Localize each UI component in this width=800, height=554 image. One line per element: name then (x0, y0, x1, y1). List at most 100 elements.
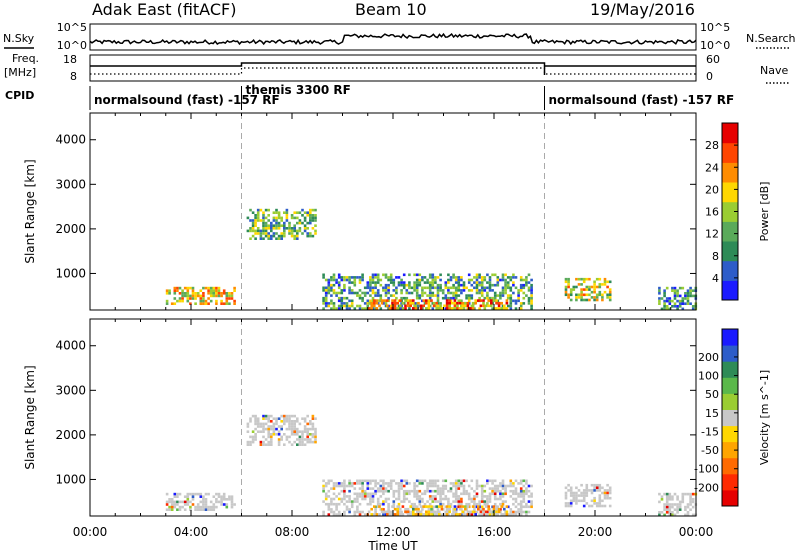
echo-cell (462, 479, 466, 483)
echo-cell (509, 299, 513, 303)
echo-cell (449, 489, 453, 493)
echo-cell (415, 283, 419, 287)
echo-cell (479, 510, 483, 514)
echo-cell (689, 503, 692, 506)
echo-cell (296, 433, 299, 436)
echo-cell (530, 299, 533, 303)
echo-cell (460, 513, 463, 516)
echo-cell (285, 435, 289, 439)
echo-cell (303, 425, 307, 428)
echo-cell (388, 513, 392, 516)
echo-cell (311, 219, 315, 222)
echo-cell (293, 433, 296, 436)
echo-cell (527, 489, 531, 493)
echo-cell (324, 291, 328, 295)
echo-cell (215, 302, 218, 305)
echo-cell (452, 508, 455, 511)
echo-cell (488, 281, 492, 284)
echo-cell (478, 273, 481, 277)
echo-cell (196, 508, 200, 511)
echo-cell (436, 479, 440, 483)
echo-cell (470, 283, 474, 287)
freq-tick-top: 18 (63, 53, 77, 66)
echo-cell (658, 292, 661, 295)
echo-cell (251, 219, 255, 222)
echo-cell (345, 505, 349, 509)
echo-cell (530, 283, 533, 287)
echo-cell (178, 500, 182, 504)
echo-cell (207, 505, 210, 509)
echo-cell (499, 484, 502, 488)
echo-cell (497, 304, 501, 308)
echo-cell (393, 507, 397, 511)
echo-cell (204, 500, 208, 504)
echo-cell (209, 294, 213, 298)
echo-cell (348, 289, 351, 292)
echo-cell (285, 214, 289, 217)
echo-cell (371, 492, 375, 496)
y-tick-label: 1000 (55, 266, 86, 280)
echo-cell (189, 294, 192, 298)
echo-cell (202, 505, 205, 509)
echo-cell (470, 513, 474, 516)
echo-cell (322, 296, 325, 300)
colorbar-swatch (722, 377, 738, 394)
echo-cell (406, 507, 410, 511)
echo-cell (689, 289, 692, 292)
echo-cell (183, 286, 187, 290)
echo-cell (663, 294, 666, 298)
echo-cell (477, 299, 480, 302)
echo-cell (505, 505, 509, 508)
echo-cell (369, 502, 372, 506)
echo-cell (466, 513, 470, 516)
echo-cell (270, 229, 273, 233)
nave-label: Nave (760, 64, 788, 77)
echo-cell (335, 278, 338, 282)
echo-cell (676, 305, 679, 308)
echo-cell (275, 219, 278, 222)
echo-cell (585, 277, 589, 281)
echo-cell (436, 484, 440, 488)
echo-cell (590, 499, 594, 503)
echo-cell (527, 484, 531, 488)
echo-cell (595, 483, 599, 487)
echo-cell (671, 495, 674, 498)
echo-cell (441, 487, 445, 490)
echo-cell (413, 286, 416, 290)
echo-cell (392, 495, 396, 498)
echo-cell (480, 500, 484, 503)
echo-cell (572, 491, 576, 495)
echo-cell (233, 289, 236, 292)
echo-cell (384, 289, 388, 292)
echo-cell (496, 487, 500, 490)
echo-cell (488, 278, 492, 282)
echo-cell (478, 307, 481, 310)
echo-cell (569, 288, 573, 291)
echo-cell (378, 299, 381, 302)
echo-cell (522, 489, 526, 493)
echo-cell (569, 489, 573, 492)
echo-cell (606, 285, 609, 289)
echo-cell (277, 430, 281, 433)
echo-cell (439, 283, 442, 287)
echo-cell (361, 278, 364, 282)
echo-cell (194, 292, 197, 295)
echo-cell (384, 291, 388, 295)
colorbar-tick-label: 20 (705, 183, 719, 196)
echo-cell (486, 296, 489, 300)
echo-cell (684, 297, 687, 300)
echo-cell (324, 492, 328, 496)
echo-cell (461, 510, 464, 514)
echo-cell (288, 420, 291, 423)
echo-cell (436, 489, 440, 493)
echo-cell (212, 505, 216, 509)
echo-cell (689, 495, 692, 498)
echo-cell (348, 489, 351, 493)
echo-cell (582, 298, 586, 302)
echo-cell (478, 281, 481, 284)
echo-cell (681, 302, 685, 305)
echo-cell (569, 298, 573, 302)
echo-cell (505, 513, 509, 516)
echo-cell (376, 278, 380, 282)
echo-cell (220, 498, 223, 501)
